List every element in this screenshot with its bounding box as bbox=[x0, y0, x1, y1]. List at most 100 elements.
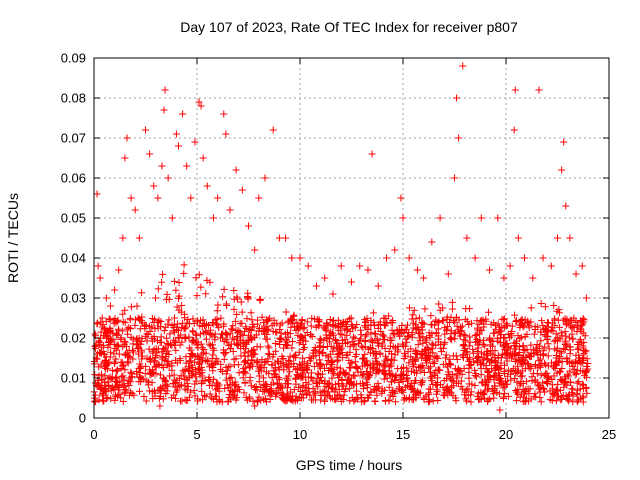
data-point bbox=[115, 342, 123, 350]
data-point bbox=[240, 389, 248, 397]
data-point bbox=[538, 317, 546, 325]
data-point bbox=[339, 354, 347, 362]
data-point bbox=[345, 356, 353, 364]
data-point bbox=[124, 358, 132, 366]
data-point bbox=[424, 398, 432, 406]
data-point bbox=[568, 389, 576, 397]
data-point bbox=[202, 349, 210, 357]
data-point bbox=[539, 384, 547, 392]
data-point bbox=[202, 393, 210, 401]
data-point bbox=[307, 322, 315, 330]
data-point bbox=[122, 386, 130, 394]
data-point bbox=[439, 383, 447, 391]
data-point bbox=[346, 343, 354, 351]
data-point bbox=[430, 359, 438, 367]
data-point bbox=[512, 356, 520, 364]
data-point bbox=[436, 214, 444, 222]
data-point bbox=[237, 330, 245, 338]
data-point bbox=[284, 356, 292, 364]
data-point bbox=[448, 377, 456, 385]
data-point bbox=[265, 344, 273, 352]
data-point bbox=[321, 325, 329, 333]
data-point bbox=[418, 351, 426, 359]
data-point bbox=[386, 371, 394, 379]
data-point bbox=[274, 380, 282, 388]
data-point bbox=[375, 339, 383, 347]
y-tick-label: 0.03 bbox=[61, 291, 86, 306]
data-point bbox=[348, 278, 355, 286]
data-point bbox=[288, 254, 296, 262]
data-point bbox=[391, 398, 399, 406]
data-point bbox=[572, 351, 580, 359]
data-point bbox=[94, 262, 102, 270]
data-point bbox=[203, 276, 211, 284]
x-tick-label: 15 bbox=[396, 427, 410, 442]
data-point bbox=[203, 182, 211, 190]
data-point bbox=[199, 396, 207, 404]
data-point bbox=[277, 384, 285, 392]
data-point bbox=[103, 365, 111, 373]
data-point bbox=[178, 319, 186, 327]
data-point bbox=[337, 262, 345, 270]
data-point bbox=[404, 348, 412, 356]
data-point bbox=[573, 398, 581, 406]
y-tick-label: 0.02 bbox=[61, 331, 86, 346]
data-point bbox=[119, 343, 127, 351]
data-point bbox=[253, 359, 261, 367]
data-point bbox=[230, 382, 238, 390]
data-point bbox=[339, 382, 347, 390]
data-point bbox=[345, 364, 353, 372]
data-point bbox=[542, 361, 550, 369]
data-point bbox=[194, 397, 202, 405]
data-point bbox=[117, 394, 125, 402]
data-point bbox=[276, 326, 284, 334]
data-point bbox=[413, 349, 421, 357]
data-point bbox=[373, 335, 381, 343]
data-point bbox=[550, 302, 558, 310]
data-point bbox=[136, 325, 144, 333]
data-point bbox=[405, 254, 413, 262]
data-point bbox=[119, 234, 127, 242]
data-point bbox=[433, 379, 441, 387]
data-point bbox=[320, 387, 328, 395]
data-point bbox=[259, 388, 267, 396]
data-point bbox=[112, 319, 120, 327]
data-point bbox=[184, 383, 192, 391]
data-point bbox=[427, 377, 435, 385]
data-point bbox=[463, 397, 471, 405]
data-point bbox=[349, 333, 357, 341]
data-point bbox=[562, 332, 570, 340]
data-point bbox=[178, 397, 186, 405]
data-point bbox=[310, 391, 318, 399]
data-point bbox=[373, 391, 381, 399]
data-point bbox=[424, 351, 432, 359]
data-point bbox=[532, 393, 540, 401]
data-point bbox=[562, 377, 570, 385]
data-point bbox=[350, 341, 358, 349]
data-point bbox=[163, 290, 171, 298]
data-point bbox=[493, 363, 501, 371]
data-point bbox=[112, 355, 120, 363]
data-point bbox=[99, 376, 107, 384]
data-point bbox=[238, 186, 246, 194]
data-point bbox=[476, 327, 484, 335]
x-axis-label: GPS time / hours bbox=[296, 457, 403, 473]
data-point bbox=[558, 349, 566, 357]
data-point bbox=[562, 391, 570, 399]
data-point bbox=[553, 307, 561, 315]
data-point bbox=[114, 384, 122, 392]
data-point bbox=[193, 331, 201, 339]
data-point bbox=[180, 261, 188, 269]
data-point bbox=[537, 398, 545, 406]
data-point bbox=[99, 387, 107, 395]
data-point bbox=[345, 379, 353, 387]
data-point bbox=[165, 316, 173, 324]
data-point bbox=[292, 354, 300, 362]
data-point bbox=[490, 372, 498, 380]
data-point bbox=[475, 354, 483, 362]
data-point bbox=[322, 383, 330, 391]
data-point bbox=[573, 328, 581, 336]
data-point bbox=[367, 321, 375, 329]
data-point bbox=[281, 341, 289, 349]
